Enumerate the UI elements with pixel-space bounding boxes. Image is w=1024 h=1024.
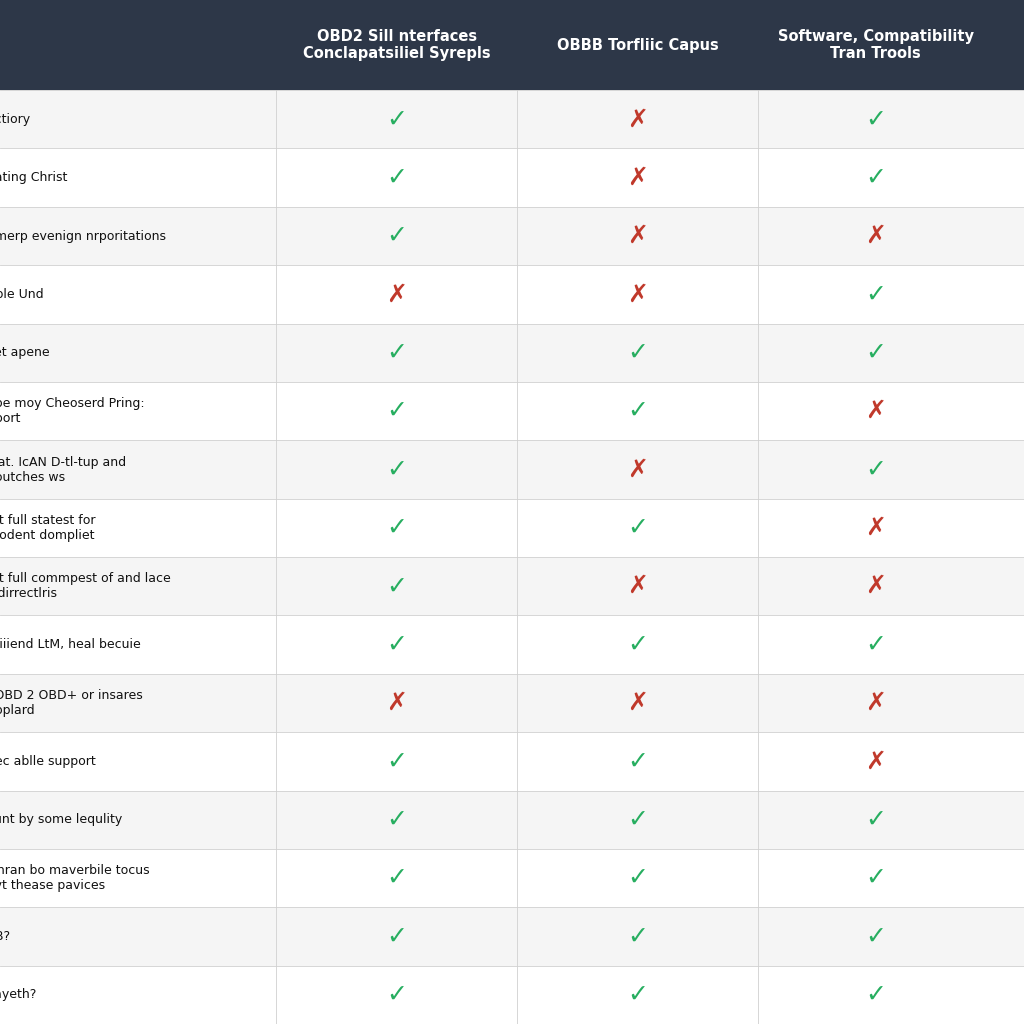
Text: Mat. IcAN D-tl-tup and
boutches ws: Mat. IcAN D-tl-tup and boutches ws: [0, 456, 126, 483]
Text: ✓: ✓: [627, 399, 648, 423]
Text: ✗: ✗: [865, 691, 886, 715]
Text: ✓: ✓: [865, 633, 886, 656]
Text: l OBD 2 OBD+ or insares
applard: l OBD 2 OBD+ or insares applard: [0, 689, 143, 717]
Text: cunt by some lequlity: cunt by some lequlity: [0, 813, 123, 826]
Text: ✗: ✗: [627, 691, 648, 715]
Text: ✗: ✗: [865, 399, 886, 423]
Text: oft full commpest of and lace
s dirrectlris: oft full commpest of and lace s dirrectl…: [0, 572, 171, 600]
FancyBboxPatch shape: [0, 557, 1024, 615]
Text: ✓: ✓: [386, 224, 408, 248]
Text: ✗: ✗: [865, 224, 886, 248]
Text: ✓: ✓: [386, 750, 408, 773]
Text: ✓: ✓: [865, 866, 886, 890]
FancyBboxPatch shape: [0, 615, 1024, 674]
FancyBboxPatch shape: [0, 148, 1024, 207]
FancyBboxPatch shape: [0, 791, 1024, 849]
Text: ✗: ✗: [386, 691, 408, 715]
Text: ✓: ✓: [386, 166, 408, 189]
Text: ✗: ✗: [865, 574, 886, 598]
Text: ✓: ✓: [627, 516, 648, 540]
FancyBboxPatch shape: [0, 966, 1024, 1024]
Text: ✓: ✓: [386, 866, 408, 890]
Text: ✓: ✓: [865, 166, 886, 189]
Text: ✗: ✗: [627, 224, 648, 248]
FancyBboxPatch shape: [0, 674, 1024, 732]
FancyBboxPatch shape: [0, 382, 1024, 440]
Text: ✓: ✓: [865, 108, 886, 131]
Text: ✗: ✗: [627, 458, 648, 481]
FancyBboxPatch shape: [0, 324, 1024, 382]
Text: ✓: ✓: [386, 808, 408, 831]
Text: ✓: ✓: [865, 458, 886, 481]
Text: ✓: ✓: [386, 633, 408, 656]
Text: ✓: ✓: [386, 341, 408, 365]
Text: OBBB Torfliic Capus: OBBB Torfliic Capus: [557, 38, 718, 52]
FancyBboxPatch shape: [0, 0, 1024, 90]
Text: ✗: ✗: [865, 516, 886, 540]
Text: ✗: ✗: [386, 283, 408, 306]
Text: ✓: ✓: [627, 341, 648, 365]
FancyBboxPatch shape: [0, 907, 1024, 966]
FancyBboxPatch shape: [0, 440, 1024, 499]
Text: ape moy Cheoserd Pring:
uport: ape moy Cheoserd Pring: uport: [0, 397, 145, 425]
FancyBboxPatch shape: [0, 849, 1024, 907]
Text: 3B?: 3B?: [0, 930, 10, 943]
Text: ✗: ✗: [627, 283, 648, 306]
FancyBboxPatch shape: [0, 265, 1024, 324]
Text: ✓: ✓: [386, 574, 408, 598]
Text: ✓: ✓: [865, 808, 886, 831]
Text: ✓: ✓: [627, 925, 648, 948]
Text: ✓: ✓: [386, 983, 408, 1007]
Text: Aple Und: Aple Und: [0, 288, 44, 301]
Text: ✗: ✗: [627, 108, 648, 131]
Text: ✓: ✓: [386, 399, 408, 423]
Text: ✓: ✓: [386, 516, 408, 540]
Text: ✓: ✓: [386, 458, 408, 481]
Text: Jlayeth?: Jlayeth?: [0, 988, 37, 1001]
Text: ✓: ✓: [627, 808, 648, 831]
Text: Priiiend LtM, heal becuie: Priiiend LtM, heal becuie: [0, 638, 141, 651]
Text: ✓: ✓: [386, 925, 408, 948]
Text: nec ablle support: nec ablle support: [0, 755, 96, 768]
Text: ✓: ✓: [865, 283, 886, 306]
Text: eating Christ: eating Christ: [0, 171, 68, 184]
Text: Software, Compatibility
Tran Trools: Software, Compatibility Tran Trools: [777, 29, 974, 61]
Text: ✓: ✓: [865, 983, 886, 1007]
Text: ✓: ✓: [627, 750, 648, 773]
Text: Ohran bo maverbile tocus
ovt thease pavices: Ohran bo maverbile tocus ovt thease pavi…: [0, 864, 150, 892]
FancyBboxPatch shape: [0, 732, 1024, 791]
Text: ✗: ✗: [627, 574, 648, 598]
Text: ✓: ✓: [865, 925, 886, 948]
FancyBboxPatch shape: [0, 499, 1024, 557]
Text: ✓: ✓: [627, 633, 648, 656]
Text: ✗: ✗: [865, 750, 886, 773]
Text: ilet apene: ilet apene: [0, 346, 50, 359]
FancyBboxPatch shape: [0, 207, 1024, 265]
Text: octiory: octiory: [0, 113, 31, 126]
Text: ✓: ✓: [627, 983, 648, 1007]
Text: oft full statest for
Prodent dompliet: oft full statest for Prodent dompliet: [0, 514, 96, 542]
Text: ✓: ✓: [386, 108, 408, 131]
Text: OBD2 Sill nterfaces
Conclapatsiliel Syrepls: OBD2 Sill nterfaces Conclapatsiliel Syre…: [303, 29, 490, 61]
Text: umerp evenign nrporitations: umerp evenign nrporitations: [0, 229, 166, 243]
Text: ✓: ✓: [865, 341, 886, 365]
Text: ✗: ✗: [627, 166, 648, 189]
Text: ✓: ✓: [627, 866, 648, 890]
FancyBboxPatch shape: [0, 90, 1024, 148]
